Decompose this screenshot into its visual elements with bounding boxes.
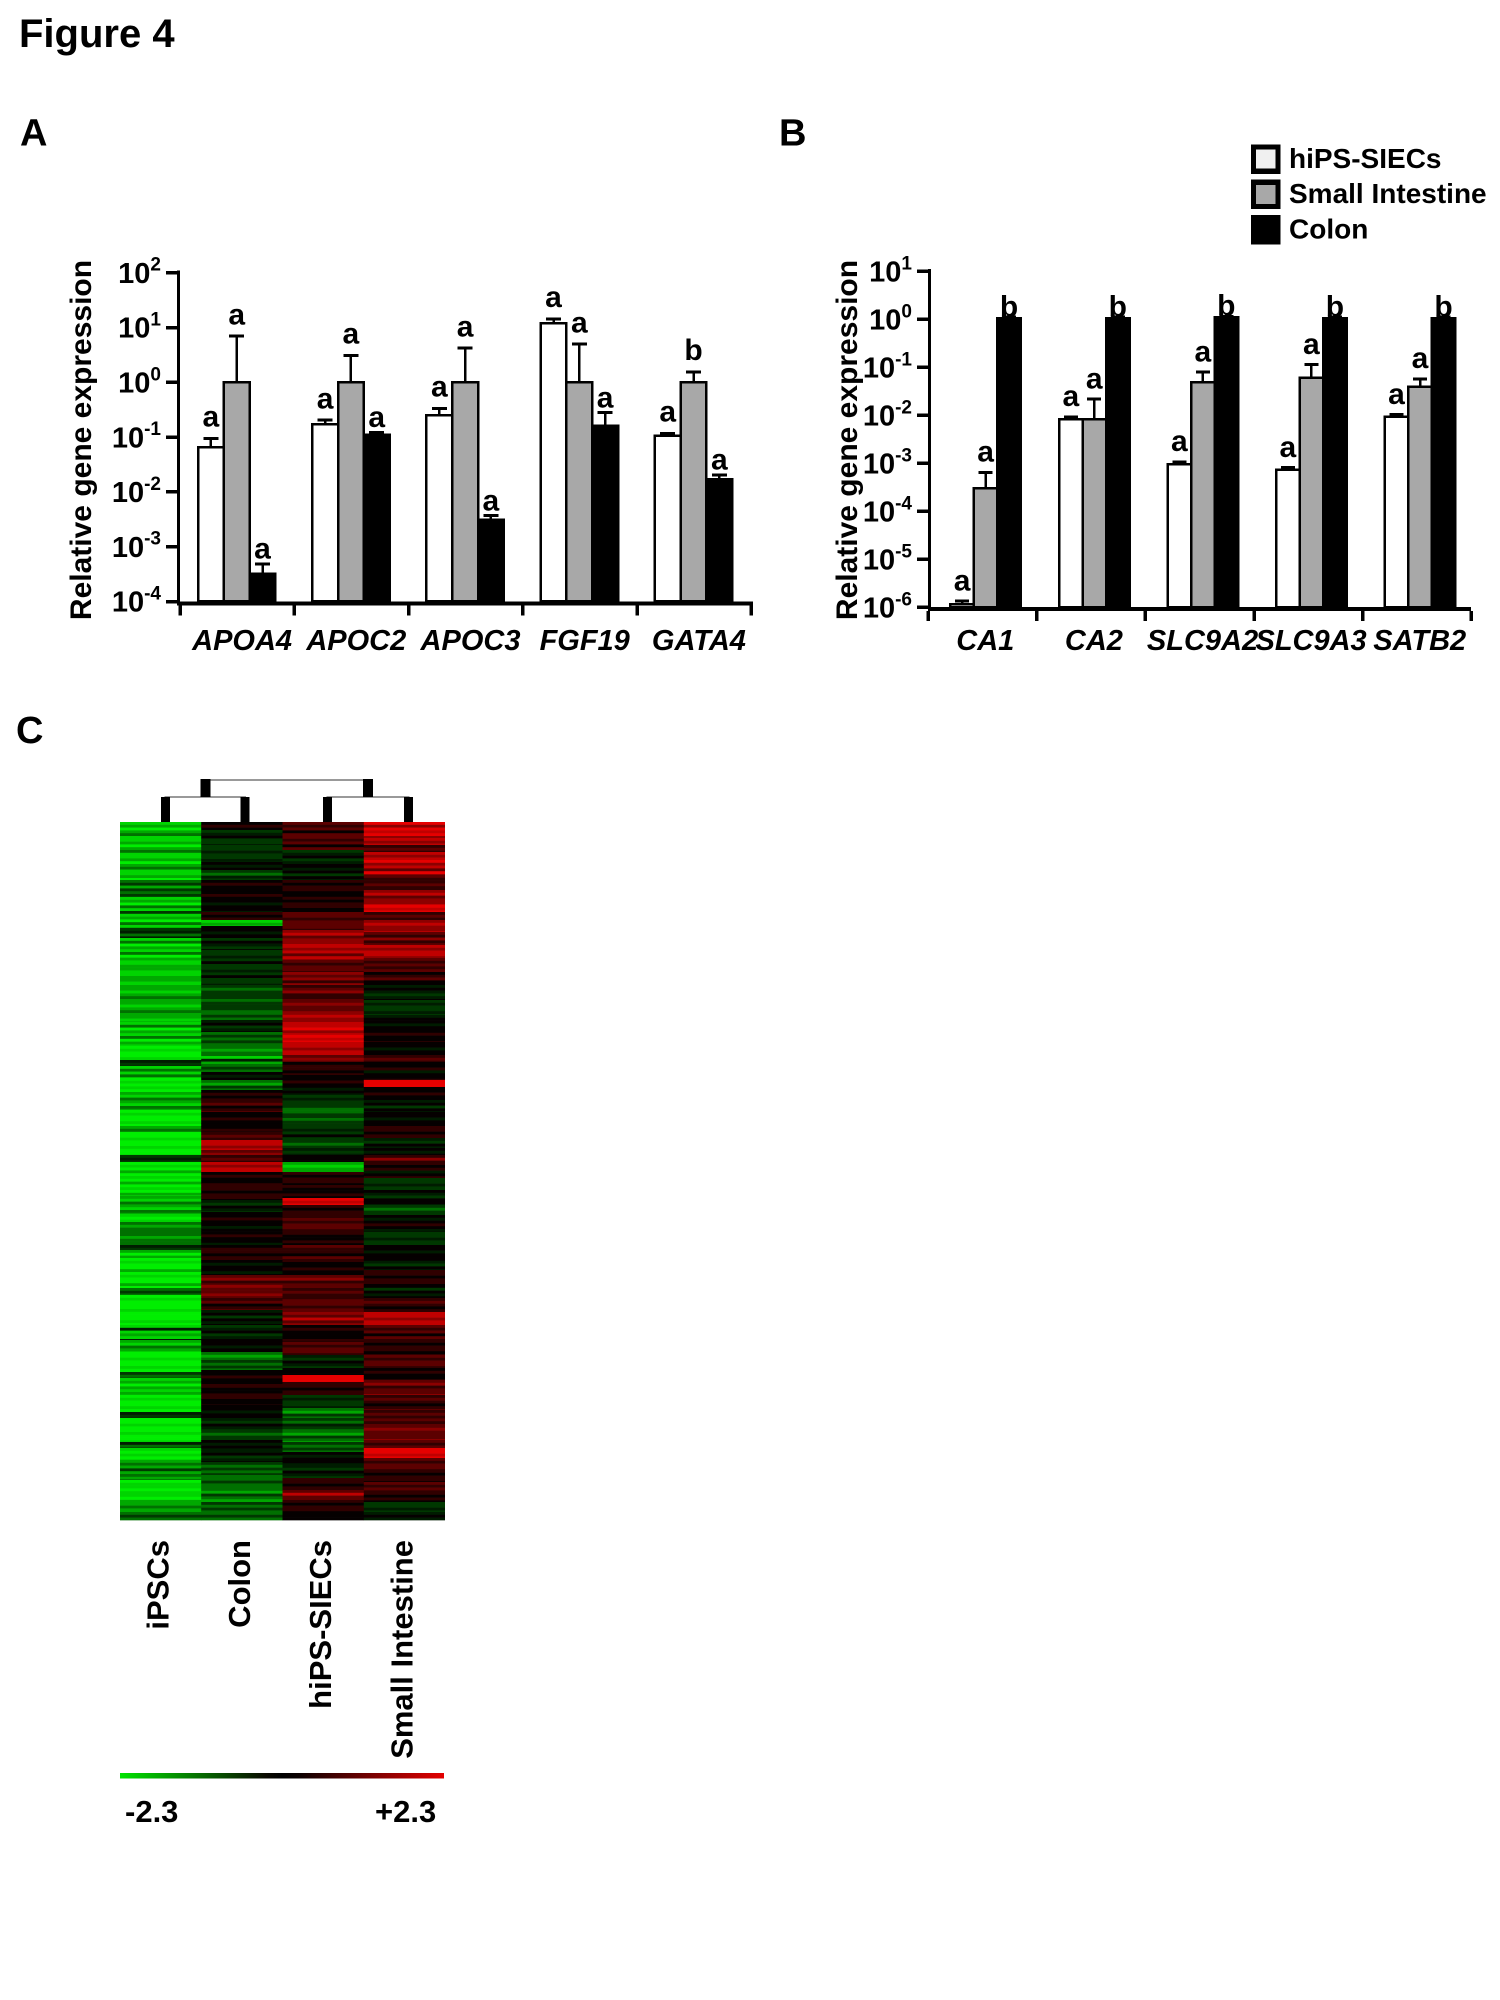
svg-text:a: a	[977, 436, 994, 469]
svg-text:a: a	[1171, 425, 1188, 458]
svg-text:Small Intestine: Small Intestine	[384, 1540, 419, 1759]
svg-text:Colon: Colon	[1289, 214, 1368, 245]
svg-text:C: C	[16, 710, 43, 752]
svg-text:a: a	[659, 396, 676, 429]
svg-text:a: a	[545, 281, 562, 314]
svg-text:APOC2: APOC2	[305, 625, 406, 657]
svg-text:Small Intestine: Small Intestine	[1289, 178, 1487, 209]
svg-text:Figure 4: Figure 4	[19, 12, 175, 56]
svg-text:10-5: 10-5	[863, 541, 913, 576]
svg-text:Relative gene expression: Relative gene expression	[831, 260, 864, 620]
svg-text:a: a	[1086, 362, 1103, 395]
svg-text:a: a	[228, 298, 245, 331]
svg-text:B: B	[779, 113, 806, 155]
svg-text:a: a	[457, 310, 474, 343]
svg-text:SLC9A3: SLC9A3	[1255, 625, 1366, 657]
svg-text:a: a	[571, 306, 588, 339]
svg-text:Colon: Colon	[222, 1540, 257, 1628]
svg-text:a: a	[1280, 431, 1297, 464]
svg-text:10-1: 10-1	[863, 349, 913, 384]
svg-text:a: a	[597, 381, 614, 414]
svg-text:a: a	[1412, 342, 1429, 375]
svg-text:b: b	[1217, 290, 1235, 323]
svg-text:a: a	[254, 533, 271, 566]
svg-text:10-3: 10-3	[112, 529, 161, 564]
svg-text:CA1: CA1	[956, 625, 1014, 657]
svg-text:b: b	[684, 334, 702, 367]
svg-text:b: b	[1326, 291, 1344, 324]
svg-text:a: a	[203, 401, 220, 434]
svg-text:a: a	[483, 484, 500, 517]
svg-text:APOA4: APOA4	[191, 625, 292, 657]
svg-text:a: a	[368, 401, 385, 434]
svg-text:a: a	[954, 564, 971, 597]
svg-text:b: b	[1434, 291, 1452, 324]
svg-text:a: a	[1062, 380, 1079, 413]
svg-text:101: 101	[869, 253, 912, 288]
svg-text:SATB2: SATB2	[1373, 625, 1466, 657]
svg-text:b: b	[1000, 291, 1018, 324]
svg-text:a: a	[1388, 378, 1405, 411]
svg-text:a: a	[431, 371, 448, 404]
svg-text:hiPS-SIECs: hiPS-SIECs	[303, 1540, 338, 1709]
svg-text:SLC9A2: SLC9A2	[1147, 625, 1258, 657]
svg-text:a: a	[317, 382, 334, 415]
svg-text:a: a	[1303, 328, 1320, 361]
svg-text:a: a	[1194, 335, 1211, 368]
svg-text:a: a	[711, 444, 728, 477]
svg-text:hiPS-SIECs: hiPS-SIECs	[1289, 143, 1441, 174]
svg-text:APOC3: APOC3	[420, 625, 521, 657]
svg-text:FGF19: FGF19	[540, 625, 630, 657]
svg-text:GATA4: GATA4	[652, 625, 746, 657]
svg-text:-2.3: -2.3	[125, 1794, 178, 1829]
svg-text:+2.3: +2.3	[375, 1794, 436, 1829]
svg-text:a: a	[343, 318, 360, 351]
svg-text:b: b	[1109, 291, 1127, 324]
svg-text:10-6: 10-6	[863, 589, 912, 624]
svg-text:CA2: CA2	[1065, 625, 1123, 657]
svg-text:Relative gene expression: Relative gene expression	[65, 260, 98, 620]
svg-text:A: A	[20, 113, 47, 155]
svg-text:iPSCs: iPSCs	[141, 1540, 176, 1630]
